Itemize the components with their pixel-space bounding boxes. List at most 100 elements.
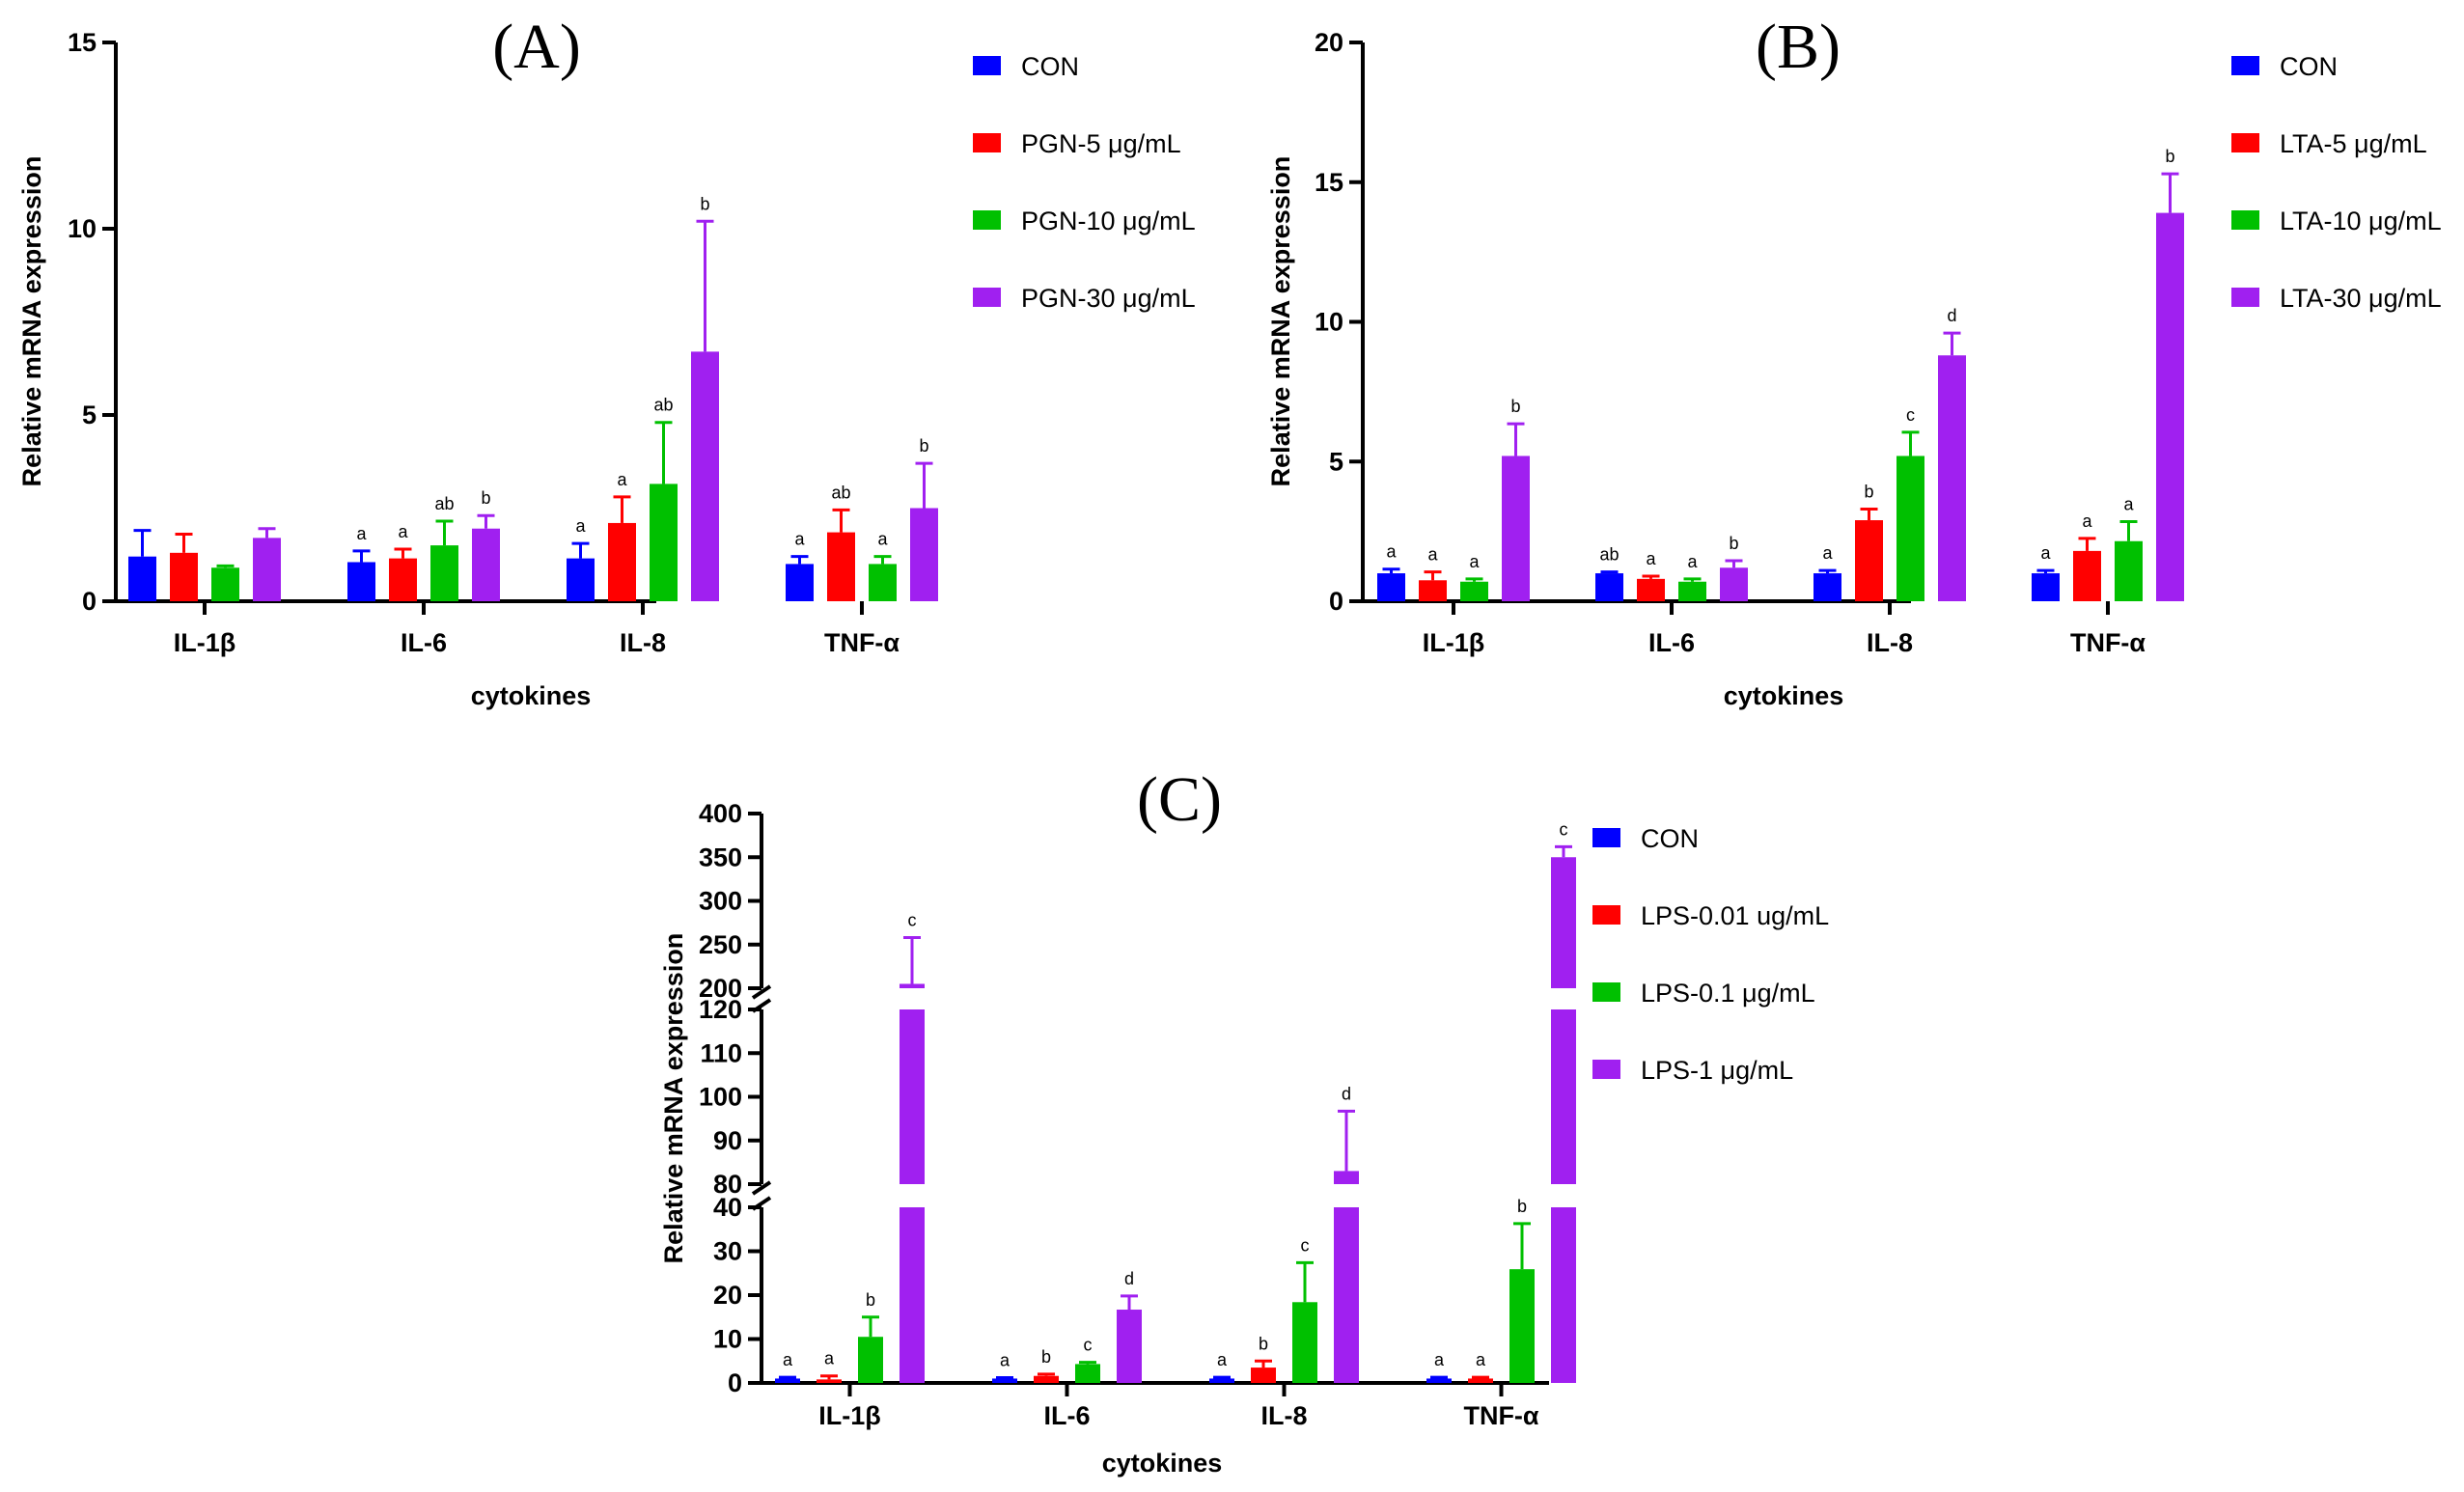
- y-tick-label: 30: [713, 1237, 742, 1266]
- bar-con-il-6: [992, 1378, 1017, 1383]
- legend-label-lps-0-01-ug-ml: LPS-0.01 ug/mL: [1641, 901, 1829, 930]
- x-tick-label-il-1: IL-1β: [818, 1401, 880, 1430]
- panel-title-b: (B): [1756, 12, 1841, 82]
- y-tick-label: 10: [1315, 308, 1343, 337]
- x-tick-label-il-8: IL-8: [620, 628, 666, 657]
- bar-lps-0-1-g-ml-il-6: [1075, 1364, 1100, 1383]
- bar-lta-10-g-ml-tnf: [2115, 540, 2143, 601]
- bar-con-il-1: [1377, 573, 1405, 601]
- x-tick-label-il-6: IL-6: [401, 628, 447, 657]
- significance-label: c: [1906, 405, 1915, 425]
- significance-label: a: [1646, 549, 1656, 568]
- y-tick-label: 80: [713, 1170, 742, 1199]
- legend-swatch-lta-10-g-ml: [2231, 210, 2259, 230]
- legend-label-pgn-30-g-ml: PGN-30 μg/mL: [1021, 284, 1196, 313]
- legend-swatch-lps-0-1-g-ml: [1592, 982, 1620, 1002]
- significance-label: b: [1041, 1347, 1051, 1367]
- significance-label: a: [1822, 543, 1833, 563]
- y-tick-label: 110: [700, 1038, 742, 1067]
- legend-swatch-con: [2231, 56, 2259, 75]
- legend-label-con: CON: [1021, 52, 1079, 81]
- bar-lps-1-g-ml-il-8: [1334, 1171, 1359, 1184]
- y-tick-label: 250: [699, 930, 742, 959]
- bar-con-tnf: [2032, 573, 2060, 601]
- significance-label: a: [824, 1349, 835, 1368]
- bar-pgn-10-g-ml-il-8: [650, 484, 678, 601]
- x-tick-label-il-8: IL-8: [1260, 1401, 1307, 1430]
- legend-label-lta-30-g-ml: LTA-30 μg/mL: [2280, 284, 2442, 313]
- x-axis-label: cytokines: [471, 681, 592, 710]
- bar-pgn-30-g-ml-tnf: [910, 508, 938, 601]
- x-tick-label-il-6: IL-6: [1648, 628, 1695, 657]
- legend-label-con: CON: [2280, 52, 2338, 81]
- significance-label: ab: [1599, 545, 1619, 565]
- y-tick-label: 15: [1315, 168, 1343, 197]
- bar-pgn-5-g-ml-il-1: [170, 552, 198, 601]
- panel-title-a: (A): [492, 12, 581, 82]
- bar-con-il-1: [775, 1378, 800, 1383]
- legend-label-lps-0-1-g-ml: LPS-0.1 μg/mL: [1641, 979, 1815, 1008]
- y-tick-label: 100: [699, 1083, 742, 1112]
- y-tick-label: 200: [699, 974, 742, 1003]
- bar-lps-0-01-ug-ml-tnf: [1468, 1378, 1493, 1383]
- x-tick-label-tnf: TNF-α: [824, 628, 900, 657]
- legend-label-lta-5-g-ml: LTA-5 μg/mL: [2280, 129, 2427, 158]
- bar-lta-10-g-ml-il-6: [1678, 581, 1706, 601]
- legend-swatch-lps-0-01-ug-ml: [1592, 905, 1620, 925]
- bar-lps-1-g-ml-il-8: [1334, 1207, 1359, 1383]
- legend-swatch-lta-30-g-ml: [2231, 288, 2259, 307]
- y-tick-label: 5: [1329, 447, 1343, 476]
- significance-label: b: [1517, 1197, 1527, 1216]
- bar-pgn-10-g-ml-il-6: [430, 545, 458, 601]
- significance-label: a: [2123, 494, 2134, 513]
- bar-con-il-6: [347, 562, 375, 601]
- legend-swatch-con: [1592, 828, 1620, 847]
- significance-label: a: [794, 530, 805, 549]
- bar-lta-30-g-ml-il-6: [1720, 567, 1748, 601]
- significance-label: a: [356, 524, 367, 543]
- y-axis-label: Relative mRNA expression: [1266, 156, 1295, 487]
- y-tick-label: 20: [1315, 28, 1343, 57]
- significance-label: a: [617, 470, 627, 489]
- bar-pgn-5-g-ml-il-8: [608, 522, 636, 601]
- y-tick-label: 15: [68, 28, 97, 57]
- significance-label: d: [1124, 1269, 1134, 1288]
- significance-label: a: [1386, 542, 1397, 562]
- legend-swatch-lta-5-g-ml: [2231, 133, 2259, 152]
- bar-lta-30-g-ml-tnf: [2156, 212, 2184, 601]
- significance-label: b: [700, 194, 709, 213]
- bar-lps-1-g-ml-tnf: [1551, 1009, 1576, 1184]
- y-tick-label: 120: [699, 995, 742, 1024]
- legend-label-lta-10-g-ml: LTA-10 μg/mL: [2280, 207, 2442, 235]
- bar-lta-5-g-ml-il-1: [1419, 580, 1447, 601]
- significance-label: ab: [434, 494, 454, 513]
- panel-a: (A) 0 5 10 15 Relative mRNA expression cytokin…: [17, 12, 1196, 710]
- bar-pgn-10-g-ml-tnf: [869, 564, 897, 601]
- y-tick-label: 0: [728, 1368, 742, 1397]
- x-tick-label-il-1: IL-1β: [174, 628, 235, 657]
- significance-label: b: [1864, 482, 1873, 501]
- significance-label: c: [1560, 819, 1568, 839]
- y-tick-label: 40: [713, 1193, 742, 1222]
- y-tick-label: 10: [713, 1325, 742, 1354]
- bar-lps-0-01-ug-ml-il-1: [817, 1379, 842, 1383]
- x-axis-label: cytokines: [1724, 681, 1844, 710]
- y-tick-label: 0: [1329, 587, 1343, 616]
- y-tick-label: 10: [68, 214, 97, 243]
- bar-pgn-30-g-ml-il-6: [472, 528, 500, 601]
- significance-label: a: [1000, 1351, 1011, 1370]
- bar-lps-1-g-ml-il-1: [900, 1009, 925, 1184]
- significance-label: a: [1469, 552, 1480, 571]
- significance-label: ab: [653, 396, 673, 415]
- significance-label: a: [2040, 543, 2051, 563]
- bar-lps-1-g-ml-tnf: [1551, 1207, 1576, 1383]
- bar-con-il-8: [1209, 1378, 1234, 1383]
- significance-label: a: [575, 516, 586, 536]
- legend-swatch-con: [973, 56, 1001, 75]
- significance-label: b: [919, 436, 928, 456]
- x-axis-label: cytokines: [1102, 1449, 1223, 1478]
- legend-swatch-pgn-30-g-ml: [973, 288, 1001, 307]
- significance-label: a: [2082, 511, 2092, 531]
- significance-label: d: [1947, 306, 1956, 325]
